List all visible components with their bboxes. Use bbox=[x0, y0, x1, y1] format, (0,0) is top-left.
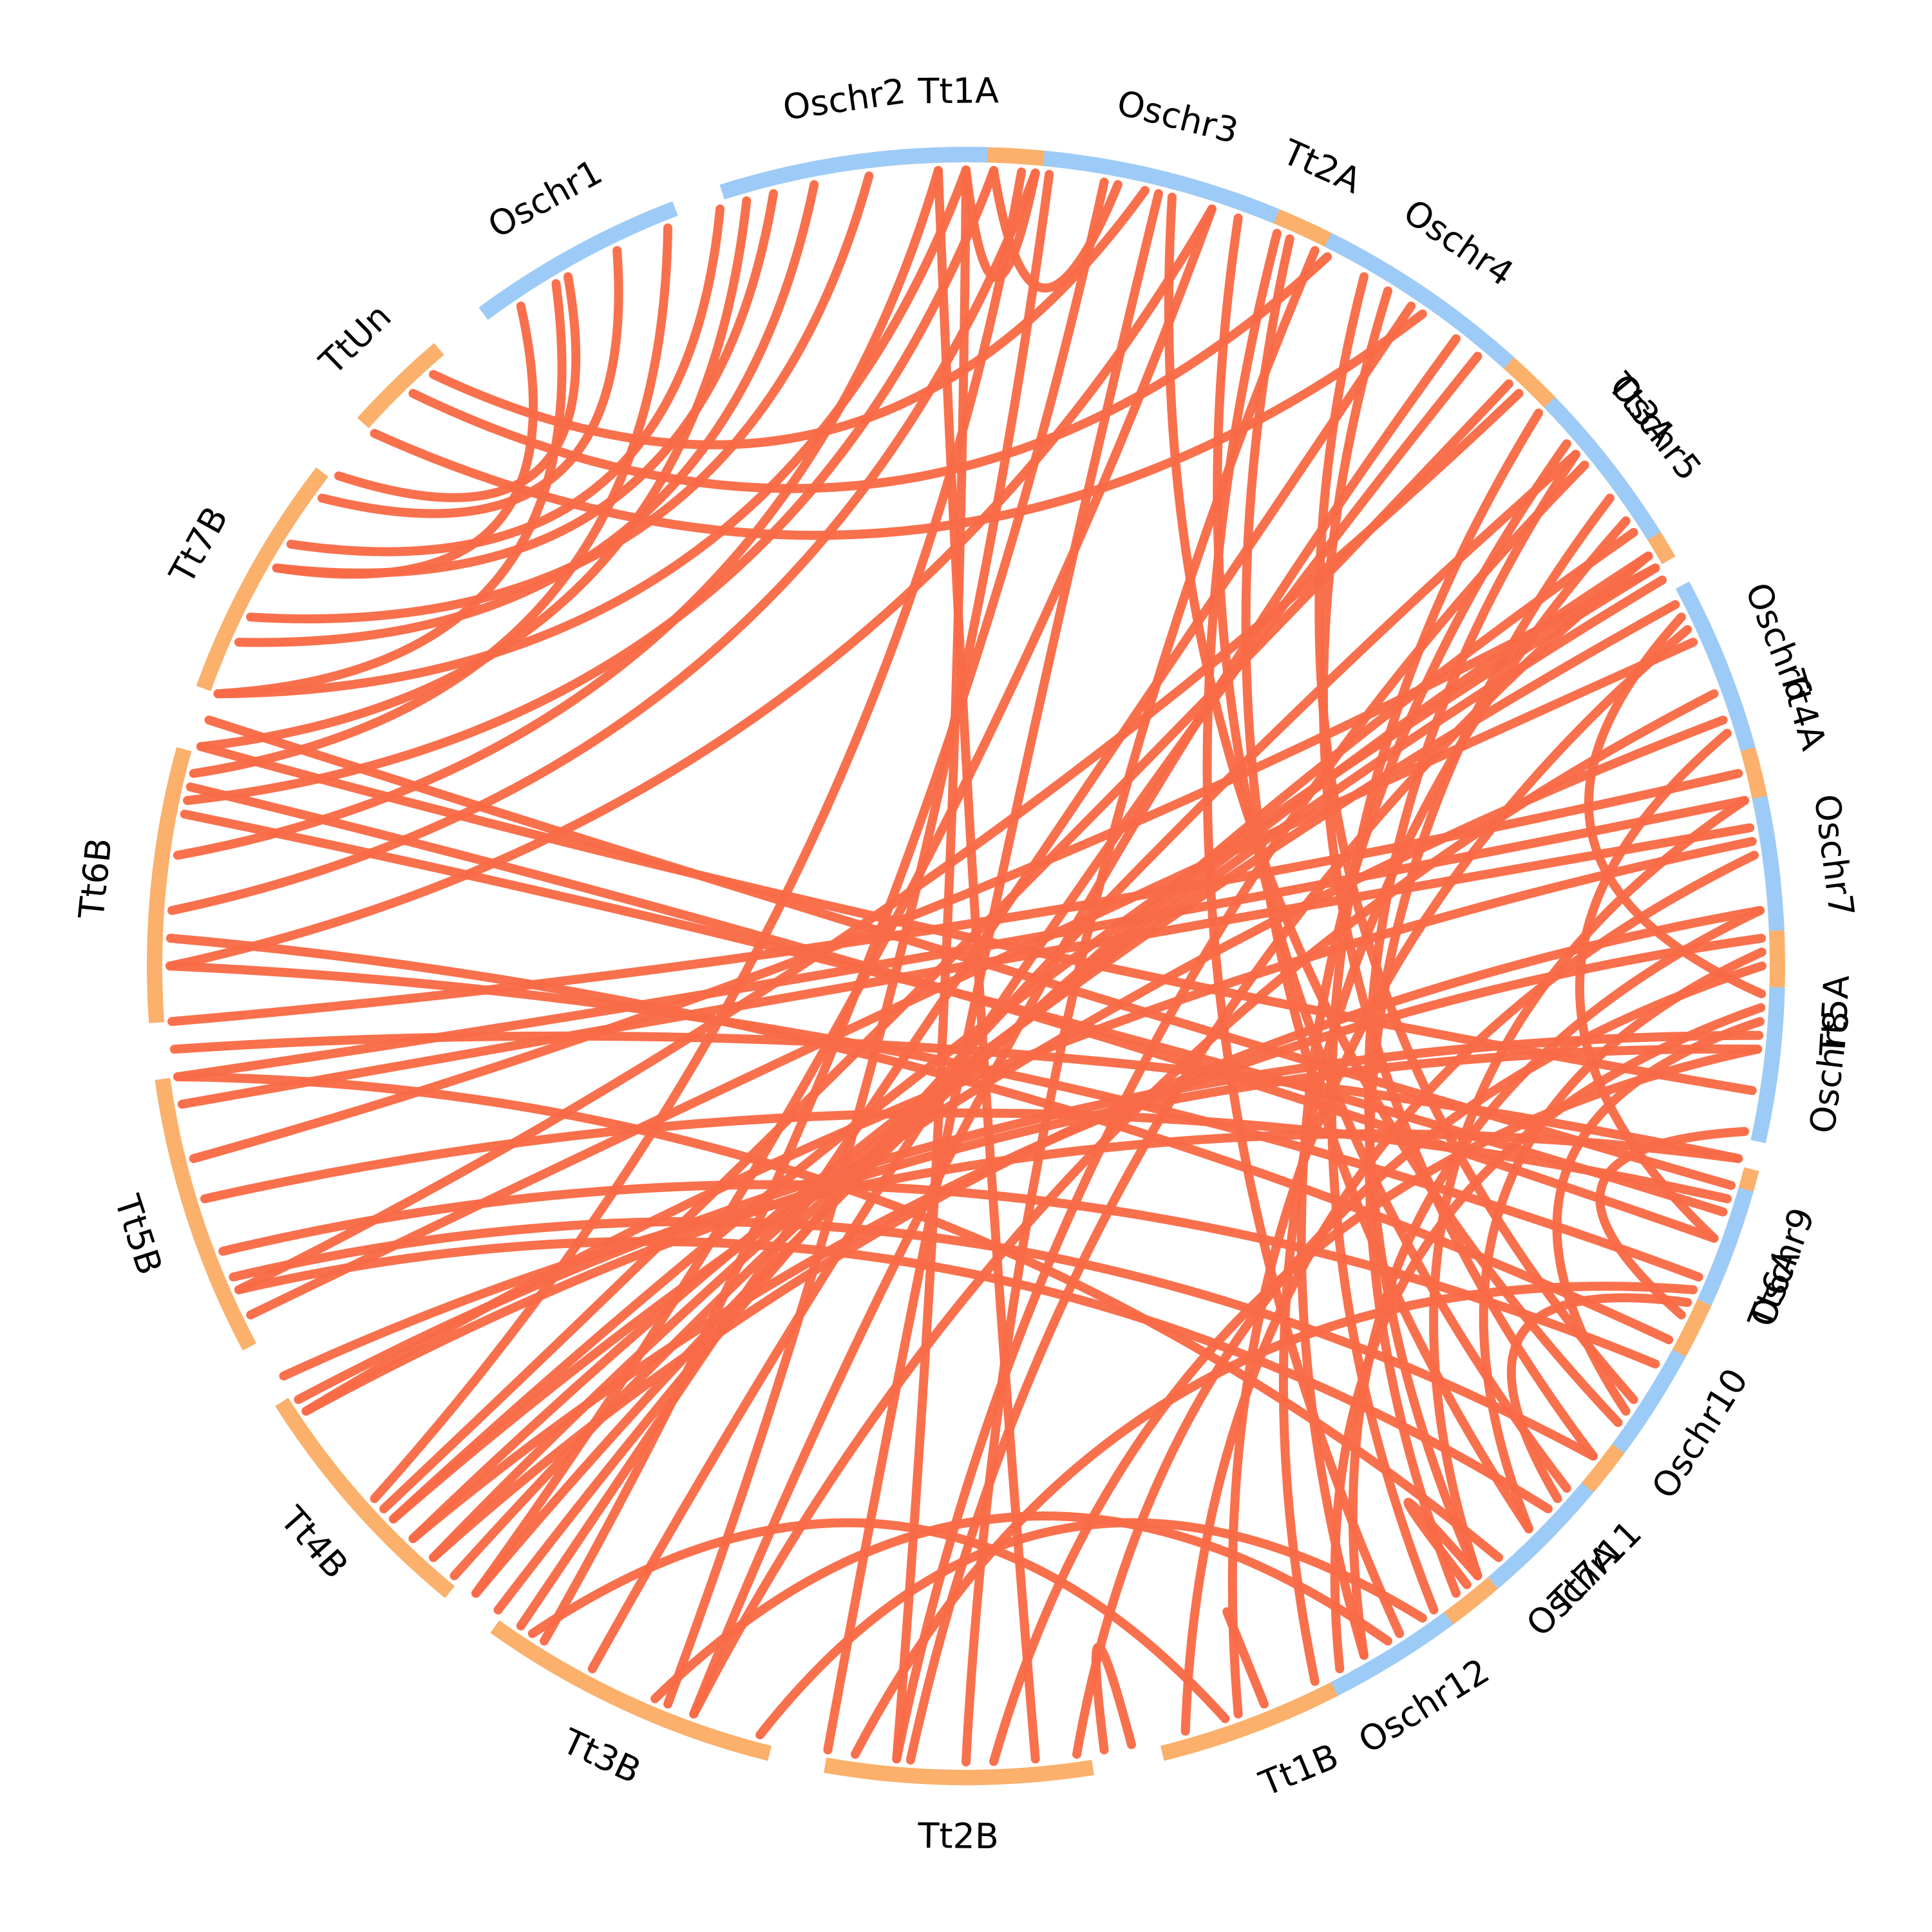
synteny-link bbox=[905, 551, 1653, 1765]
chromosome-label-tt4b: Tt4B bbox=[272, 1499, 356, 1587]
synteny-link bbox=[823, 189, 1163, 1755]
synteny-link bbox=[189, 223, 672, 778]
chromosome-label-oschr2: Oschr2 bbox=[781, 71, 908, 128]
chromosome-label-ttun: TtUn bbox=[311, 296, 399, 383]
synteny-link bbox=[167, 769, 1743, 1027]
synteny-link bbox=[166, 933, 1674, 1345]
chromosome-arc-oschr3 bbox=[1043, 150, 1280, 223]
synteny-link bbox=[1222, 1607, 1269, 1709]
synteny-link bbox=[370, 167, 1027, 1503]
synteny-link bbox=[196, 196, 752, 752]
chromosome-arc-tt4b bbox=[275, 1397, 455, 1598]
synteny-links bbox=[166, 166, 1766, 1766]
synteny-link bbox=[189, 564, 1660, 1163]
synteny-link bbox=[1479, 947, 1766, 1533]
synteny-link bbox=[1318, 286, 1598, 1461]
chromosome-label-oschr6: Oschr6 bbox=[1737, 577, 1820, 706]
synteny-link bbox=[317, 246, 623, 518]
synteny-link bbox=[177, 823, 1755, 1109]
chromosome-arc-oschr1 bbox=[478, 201, 678, 320]
chromosome-arc-tt5b bbox=[155, 1077, 257, 1351]
chromosome-label-tt3b: Tt3B bbox=[556, 1721, 647, 1792]
synteny-link bbox=[1241, 234, 1533, 1533]
chromosome-arc-oschr11 bbox=[1488, 1482, 1594, 1589]
synteny-link bbox=[294, 1030, 1764, 1405]
chromosome-arc-oschr7 bbox=[1752, 795, 1785, 931]
chromosome-label-tt7b: Tt7B bbox=[161, 500, 236, 591]
synteny-link bbox=[540, 177, 1109, 1646]
synteny-link bbox=[218, 1180, 1660, 1368]
chromosome-arc-oschr6 bbox=[1675, 581, 1756, 752]
chromosome-label-tt5b: Tt5B bbox=[106, 1189, 170, 1280]
chromosome-label-oschr8: Oschr8 bbox=[1802, 1009, 1857, 1135]
synteny-link bbox=[234, 388, 1524, 1294]
synteny-link bbox=[961, 166, 1040, 282]
synteny-link bbox=[286, 204, 725, 556]
synteny-link bbox=[234, 1236, 1553, 1513]
synteny-link bbox=[663, 169, 1054, 1709]
chromosome-arc-oschr10 bbox=[1612, 1349, 1686, 1454]
chromosome-label-tt6b: Tt6B bbox=[71, 836, 119, 921]
chromosome-arc-ttun bbox=[357, 343, 444, 428]
chromosome-label-oschr1: Oschr1 bbox=[482, 151, 609, 246]
synteny-link bbox=[587, 352, 1482, 1674]
chromosome-arc-oschr9 bbox=[1697, 1187, 1754, 1306]
chromosome-label-tt5a: Tt5A bbox=[1812, 974, 1857, 1057]
synteny-link bbox=[1595, 1127, 1749, 1320]
synteny-link bbox=[1327, 408, 1544, 1615]
synteny-link bbox=[1314, 272, 1638, 1405]
synteny-link bbox=[1575, 728, 1732, 1243]
synteny-link bbox=[301, 1044, 1763, 1416]
chromosome-label-oschr7: Oschr7 bbox=[1806, 792, 1862, 919]
chromosome-arc-tt7b bbox=[196, 467, 328, 692]
synteny-link bbox=[1552, 1017, 1765, 1416]
chromosome-arc-tt3b bbox=[490, 1620, 772, 1761]
chromosome-ideograms bbox=[147, 146, 1785, 1786]
synteny-link bbox=[213, 166, 971, 699]
synteny-link bbox=[892, 460, 1589, 1764]
synteny-link bbox=[961, 246, 1320, 1766]
synteny-link bbox=[166, 204, 1217, 971]
synteny-link bbox=[1164, 193, 1623, 1427]
synteny-link bbox=[173, 796, 1749, 1081]
synteny-link bbox=[272, 301, 538, 579]
chromosome-label-oschr3: Oschr3 bbox=[1113, 82, 1242, 151]
synteny-link bbox=[334, 272, 581, 502]
synteny-link bbox=[272, 189, 778, 578]
synteny-link bbox=[1584, 612, 1766, 999]
synteny-link bbox=[1403, 1497, 1482, 1589]
synteny-link bbox=[279, 1129, 1743, 1381]
synteny-link bbox=[650, 1511, 1392, 1703]
synteny-link bbox=[166, 961, 1703, 1282]
chromosome-arc-tt6b bbox=[147, 747, 192, 1023]
chromosome-label-oschr4: Oschr4 bbox=[1396, 191, 1520, 294]
chromosome-label-tt2b: Tt2B bbox=[917, 1815, 999, 1857]
synteny-link bbox=[989, 1045, 1763, 1766]
chromosome-arc-oschr2 bbox=[719, 146, 988, 200]
synteny-link bbox=[408, 252, 1332, 493]
synteny-link bbox=[1091, 1642, 1136, 1755]
chromosome-label-tt1b: Tt1B bbox=[1253, 1736, 1344, 1804]
chromosome-arc-tt2b bbox=[824, 1757, 1094, 1786]
chromosome-arc-oschr12 bbox=[1331, 1612, 1454, 1696]
synteny-link bbox=[167, 168, 1040, 915]
synteny-link bbox=[213, 279, 567, 699]
synteny-link bbox=[1506, 1293, 1692, 1503]
chromosome-label-oschr9: Oschr9 bbox=[1742, 1202, 1823, 1332]
synteny-link bbox=[851, 1282, 1698, 1759]
chromosome-label-tt2a: Tt2A bbox=[1276, 131, 1367, 202]
chromosome-arc-oschr4 bbox=[1324, 232, 1515, 369]
synteny-link bbox=[689, 334, 1461, 1719]
chromosome-label-tt1a: Tt1A bbox=[917, 70, 999, 111]
chromosome-arc-oschr8 bbox=[1750, 987, 1785, 1144]
synteny-link bbox=[183, 166, 999, 805]
synteny-link bbox=[493, 450, 1580, 1615]
synteny-link bbox=[185, 782, 1719, 1243]
synteny-link bbox=[200, 1108, 1732, 1204]
chromosome-arc-oschr5 bbox=[1544, 397, 1661, 540]
synteny-link bbox=[689, 689, 1719, 1719]
synteny-link bbox=[989, 166, 1122, 293]
synteny-link bbox=[1348, 905, 1765, 1660]
